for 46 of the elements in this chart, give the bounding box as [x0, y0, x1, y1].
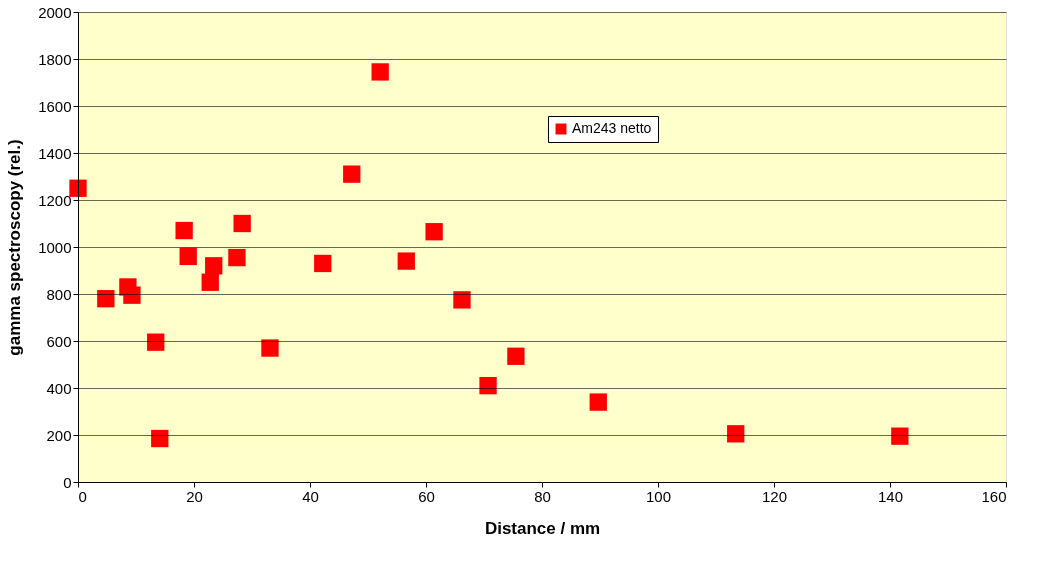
x-tick-label: 0: [78, 487, 87, 505]
x-tick-label: 40: [302, 487, 319, 505]
point: [179, 247, 197, 266]
point: [201, 273, 219, 291]
y-tick-label: 1000: [38, 238, 72, 256]
point: [453, 291, 471, 309]
y-tick-label: 1200: [38, 191, 72, 209]
point: [343, 165, 361, 183]
x-tick-label: 160: [981, 487, 1007, 505]
y-tick-label: 2000: [38, 3, 72, 21]
point: [371, 63, 389, 81]
point: [261, 339, 279, 357]
point: [314, 254, 332, 273]
point: [507, 347, 525, 365]
point: [397, 252, 415, 270]
x-tick-label: 80: [534, 487, 551, 505]
point: [175, 221, 193, 240]
point: [69, 179, 87, 197]
y-tick-label: 0: [63, 473, 72, 491]
x-axis-title: Distance / mm: [484, 518, 601, 538]
y-tick-label: 1600: [38, 97, 72, 115]
point: [425, 223, 443, 241]
point: [147, 333, 165, 351]
point: [589, 393, 607, 411]
x-tick-label: 20: [186, 487, 203, 505]
point: [228, 248, 246, 267]
point: [233, 214, 251, 233]
x-tick-label: 140: [877, 487, 904, 505]
x-tick-label: 60: [418, 487, 435, 505]
point: [479, 376, 497, 395]
point: [205, 257, 223, 275]
y-tick-label: 400: [46, 379, 72, 397]
point: [727, 425, 745, 443]
y-tick-label: 800: [46, 285, 72, 303]
x-tick-label: 100: [645, 487, 672, 505]
point: [151, 429, 169, 448]
point: [97, 290, 115, 308]
y-tick-label: 1400: [38, 144, 72, 162]
y-tick-label: 600: [46, 332, 72, 350]
y-tick-label: 1800: [38, 50, 72, 68]
point: [891, 427, 909, 445]
y-axis-title: gamma spectroscopy (rel.): [5, 139, 25, 356]
legend-label: Am243 netto: [572, 120, 652, 136]
x-tick-label: 120: [761, 487, 788, 505]
y-tick-label: 200: [46, 426, 72, 444]
point: [123, 286, 141, 304]
